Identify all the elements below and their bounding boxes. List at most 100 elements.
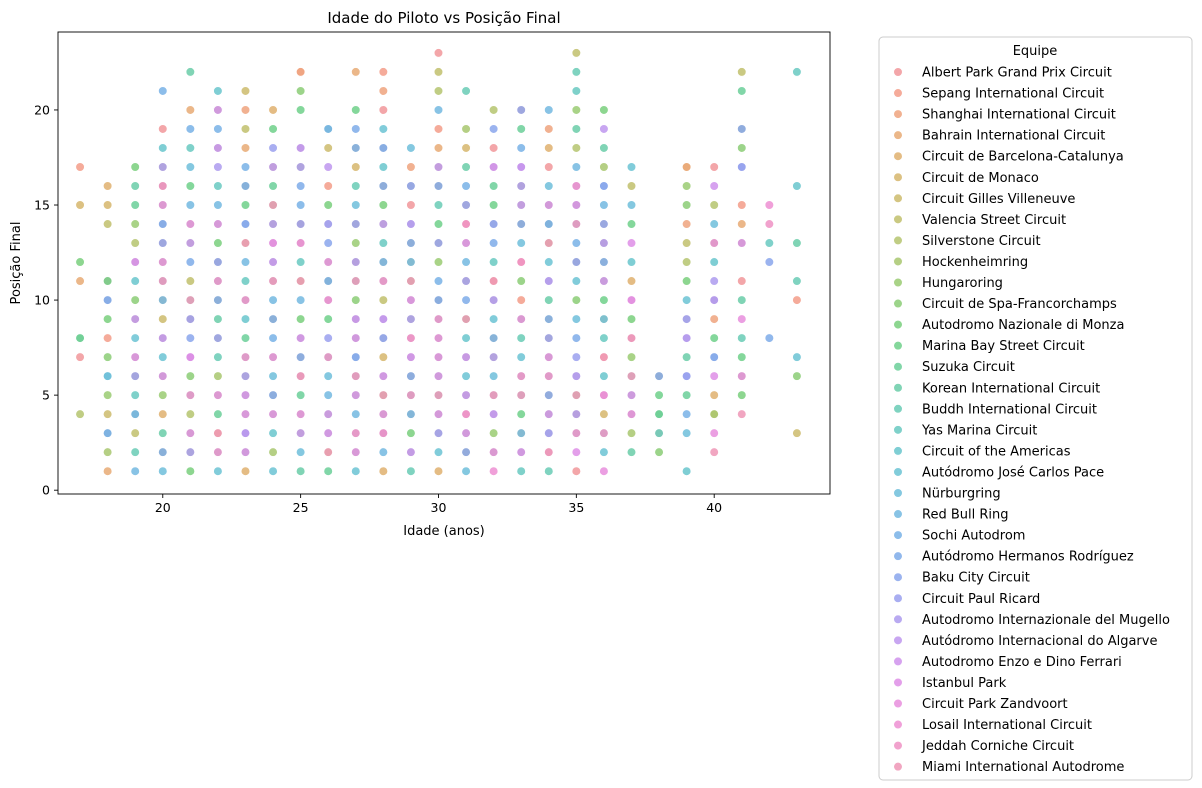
point-series-21-11 [433, 105, 444, 115]
point-series-33-14 [544, 238, 554, 248]
point-series-23-8 [351, 124, 361, 134]
point-series-8-16 [682, 257, 692, 267]
legend-marker-0 [893, 67, 903, 77]
legend-marker-12 [893, 320, 903, 330]
point-series-25-16 [571, 352, 581, 362]
point-series-8-1 [130, 238, 140, 248]
point-series-31-0 [158, 257, 168, 267]
point-series-30-9 [406, 295, 416, 305]
legend-item-17: Yas Marina Circuit [921, 423, 1037, 438]
point-series-23-4 [240, 181, 251, 191]
point-series-19-17 [599, 447, 609, 457]
point-series-11-20 [654, 447, 664, 457]
point-series-22-17 [599, 257, 609, 267]
point-series-12-23 [737, 390, 747, 400]
point-series-21-4 [240, 257, 251, 267]
point-series-23-10 [406, 238, 416, 248]
point-series-32-9 [406, 390, 416, 400]
point-series-15-16 [544, 295, 554, 305]
point-series-22-14 [516, 143, 526, 153]
point-series-30-1 [185, 428, 195, 438]
point-series-10-0 [103, 390, 113, 400]
point-series-19-15 [544, 257, 554, 267]
legend-marker-30 [893, 698, 903, 709]
legend-marker-24 [893, 572, 903, 582]
point-series-33-7 [351, 276, 361, 286]
point-series-18-10 [378, 162, 388, 172]
point-series-13-3 [185, 181, 195, 191]
point-series-11-4 [185, 371, 195, 381]
point-series-14-21 [737, 86, 747, 96]
point-series-25-18 [682, 371, 692, 381]
point-series-5-9 [378, 352, 388, 362]
point-series-9-5 [268, 447, 278, 457]
point-series-6-18 [792, 428, 802, 438]
point-series-19-8 [351, 466, 361, 476]
point-series-6-7 [323, 143, 333, 153]
point-series-24-0 [103, 295, 113, 305]
point-series-25-13 [489, 219, 499, 229]
legend-items: Albert Park Grand Prix Circuit Sepang Int… [893, 66, 1170, 775]
legend-marker-27 [893, 635, 903, 645]
point-series-28-14 [516, 162, 526, 172]
point-series-25-14 [516, 105, 526, 115]
point-series-1-6 [378, 67, 388, 77]
point-series-11-21 [682, 200, 692, 210]
point-series-15-1 [130, 181, 140, 191]
point-series-32-7 [351, 371, 361, 381]
point-series-20-10 [406, 143, 416, 153]
legend-marker-29 [893, 677, 903, 688]
point-series-11-23 [792, 371, 802, 381]
point-series-2-10 [544, 124, 554, 134]
point-series-4-0 [103, 181, 113, 191]
point-series-21-1 [158, 295, 168, 305]
point-series-16-17 [571, 67, 581, 77]
point-series-16-15 [516, 333, 526, 343]
x-tick-label-1: 25 [293, 500, 309, 515]
point-series-18-6 [268, 428, 278, 438]
point-series-7-12 [571, 48, 581, 58]
point-series-14-4 [213, 409, 223, 419]
point-series-18-21 [709, 257, 719, 267]
point-series-22-18 [682, 409, 692, 419]
point-series-16-16 [544, 466, 554, 476]
point-series-4-8 [378, 466, 388, 476]
point-series-28-19 [709, 181, 719, 191]
point-series-31-8 [378, 276, 388, 286]
point-series-19-14 [516, 352, 526, 362]
point-series-6-1 [158, 314, 168, 324]
point-series-13-8 [323, 314, 333, 324]
point-series-28-5 [268, 257, 278, 267]
point-series-24-9 [378, 143, 388, 153]
point-series-29-16 [571, 447, 581, 457]
point-series-26-7 [351, 257, 361, 267]
point-series-16-11 [406, 466, 416, 476]
point-series-5-0 [75, 200, 85, 210]
point-series-6-4 [240, 86, 251, 96]
legend-marker-16 [893, 404, 903, 414]
point-series-5-1 [103, 200, 113, 210]
point-series-17-6 [296, 257, 306, 267]
legend-item-20: Nürburgring [922, 487, 1001, 502]
point-series-24-20 [737, 124, 747, 134]
legend-item-6: Circuit Gilles Villeneuve [922, 192, 1075, 207]
point-series-17-16 [571, 86, 581, 96]
point-series-22-4 [240, 162, 251, 172]
point-series-2-7 [406, 162, 416, 172]
legend-marker-33 [893, 762, 903, 772]
point-series-15-4 [213, 314, 223, 324]
point-series-15-3 [185, 67, 195, 77]
point-series-23-14 [516, 219, 526, 229]
legend-item-13: Marina Bay Street Circuit [922, 339, 1085, 354]
point-series-7-0 [103, 219, 113, 229]
point-series-4-14 [626, 276, 637, 286]
point-series-12-5 [213, 238, 223, 248]
point-series-27-19 [682, 333, 692, 343]
legend-item-2: Shanghai International Circuit [922, 108, 1116, 123]
point-series-29-6 [296, 333, 306, 343]
point-series-29-13 [489, 162, 499, 172]
point-series-25-5 [268, 143, 278, 153]
point-series-27-7 [323, 162, 333, 172]
legend-marker-7 [893, 214, 903, 224]
point-series-13-7 [296, 105, 306, 115]
